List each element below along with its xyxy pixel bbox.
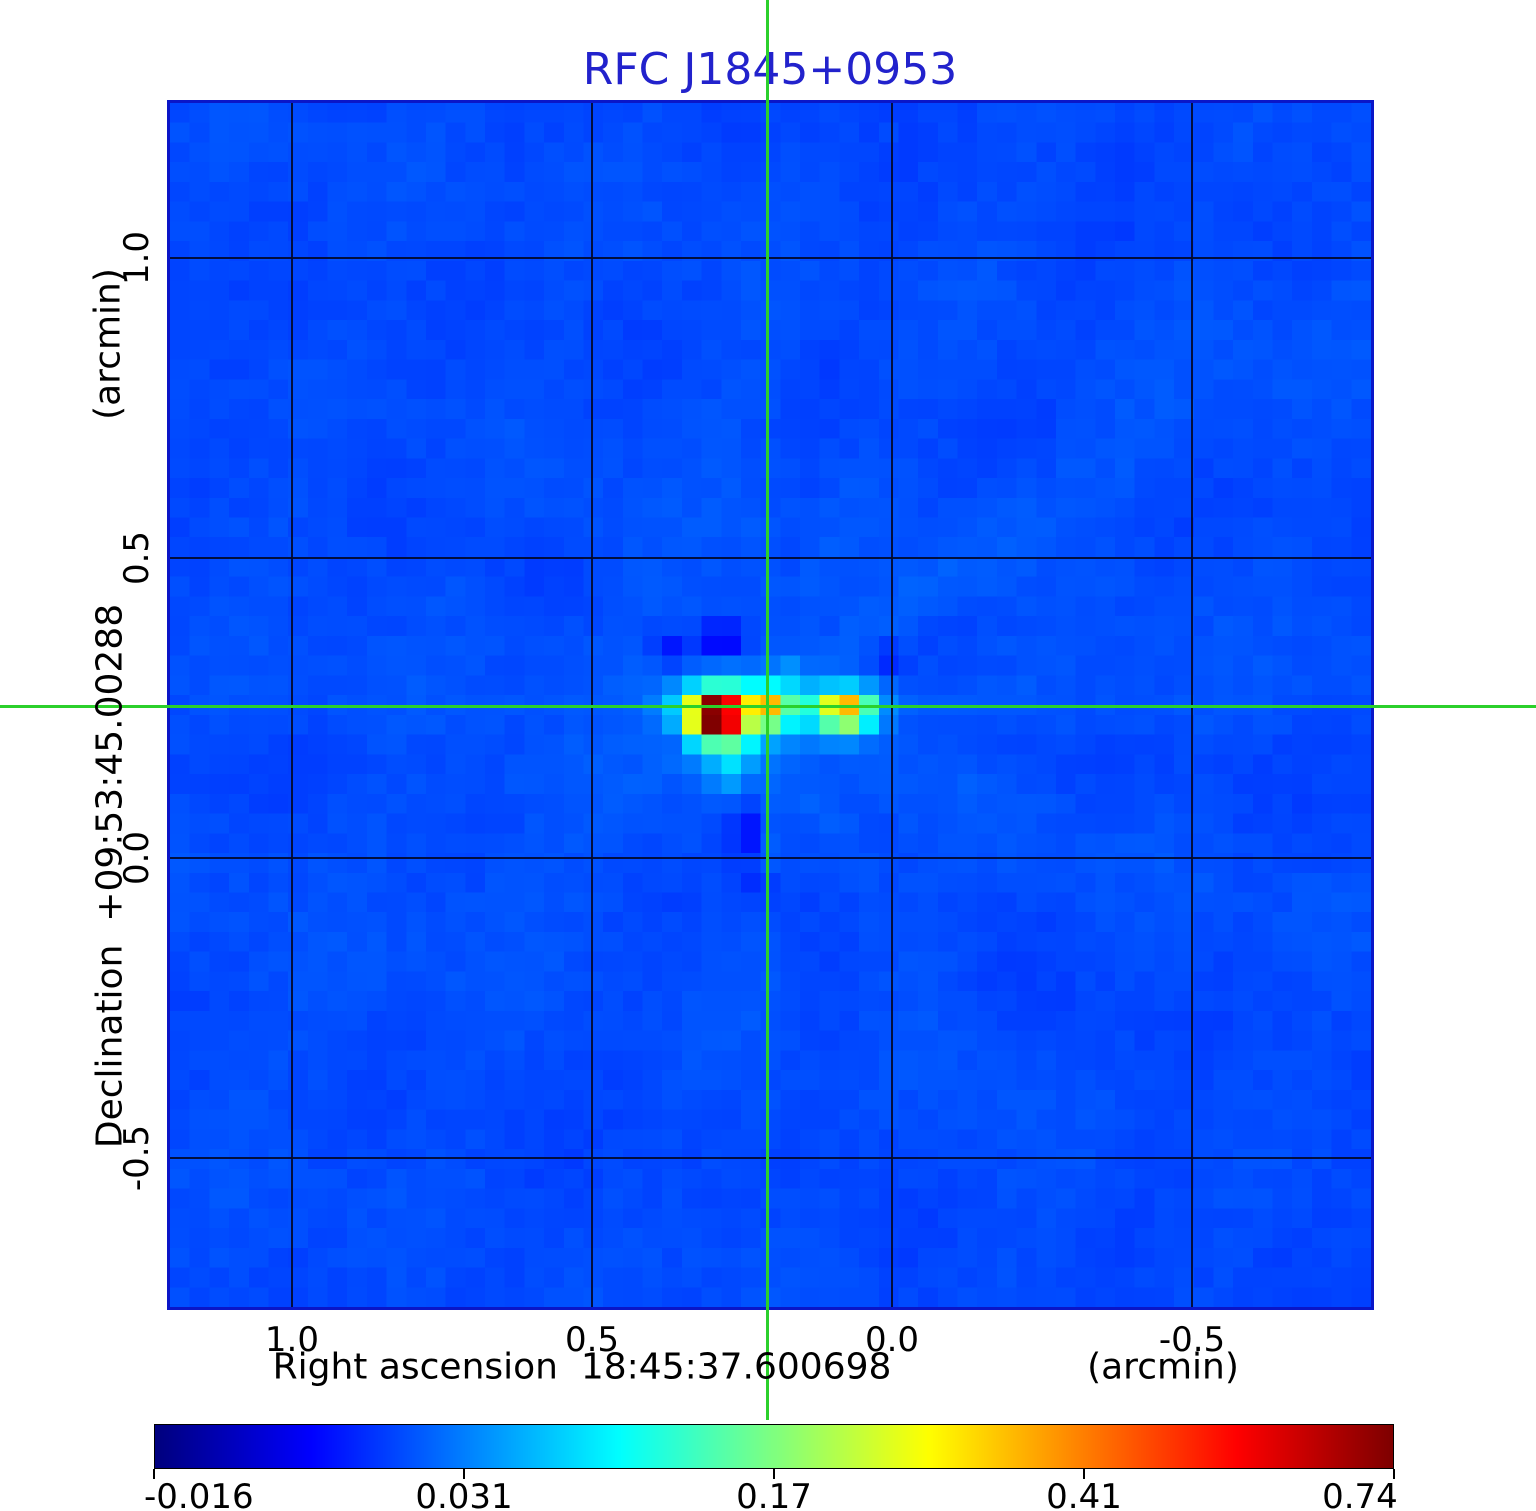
colorbar-tick	[463, 1469, 465, 1479]
y-axis-unit: (arcmin)	[87, 268, 129, 420]
colorbar-tick	[153, 1469, 155, 1479]
grid-line-horizontal	[170, 256, 1371, 259]
x-tick-label: 1.0	[264, 1320, 320, 1360]
y-axis-label: Declination +09:53:45.00288	[89, 603, 131, 1149]
colorbar-tick	[1393, 1469, 1395, 1479]
colorbar-tick-label: 0.74	[1322, 1477, 1398, 1511]
y-tick-label: 0.5	[117, 530, 157, 586]
x-tick-label: -0.5	[1158, 1320, 1226, 1360]
grid-line-horizontal	[170, 857, 1371, 859]
crosshair-vertical-line	[765, 0, 769, 1420]
x-tick-label: 0.5	[564, 1320, 620, 1360]
colorbar-tick-label: 0.41	[1046, 1477, 1122, 1511]
colorbar-tick	[1083, 1469, 1085, 1479]
grid-line-horizontal	[170, 556, 1371, 559]
x-axis-label: Right ascension 18:45:37.600698	[272, 1346, 892, 1388]
colorbar-tick-label: 0.031	[415, 1477, 513, 1511]
x-tick-label: 0.0	[864, 1320, 920, 1360]
grid-line-horizontal	[170, 1157, 1371, 1159]
colorbar-tick-label: -0.016	[144, 1477, 254, 1511]
crosshair-horizontal-line	[0, 704, 1536, 708]
x-axis-unit: (arcmin)	[1087, 1346, 1239, 1388]
plot-title: RFC J1845+0953	[582, 44, 958, 95]
colorbar-tick	[773, 1469, 775, 1479]
colorbar	[154, 1424, 1394, 1469]
colorbar-tick-label: 0.17	[736, 1477, 812, 1511]
